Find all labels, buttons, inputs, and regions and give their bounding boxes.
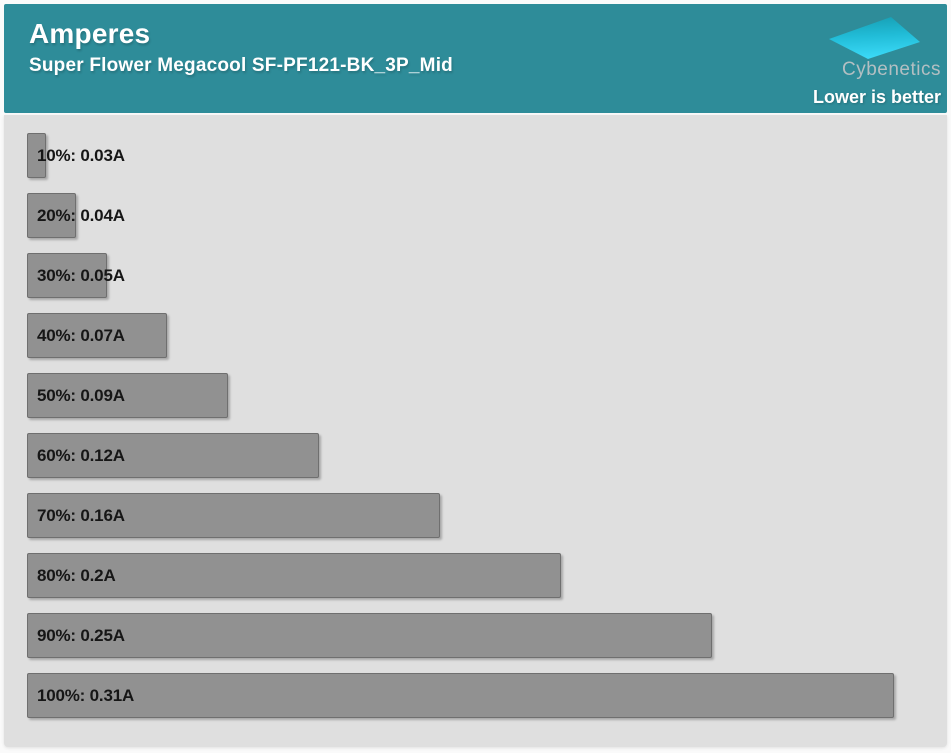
bar xyxy=(27,673,894,718)
bar-row: 40%: 0.07A xyxy=(27,313,947,358)
bar-label: 50%: 0.09A xyxy=(37,386,125,405)
chart-header: Amperes Super Flower Megacool SF-PF121-B… xyxy=(4,4,947,113)
cybenetics-logo-icon xyxy=(829,17,920,59)
bar xyxy=(27,493,440,538)
bar-label: 80%: 0.2A xyxy=(37,566,116,585)
lower-is-better-note: Lower is better xyxy=(812,87,941,107)
page-title: Amperes xyxy=(29,18,151,49)
bar-row: 100%: 0.31A xyxy=(27,673,947,718)
bar-row: 70%: 0.16A xyxy=(27,493,947,538)
bar xyxy=(27,193,76,238)
bar-label: 20%: 0.04A xyxy=(37,206,125,225)
brand-wordmark: Cybenetics xyxy=(842,59,941,80)
bar xyxy=(27,313,167,358)
bar-row: 30%: 0.05A xyxy=(27,253,947,298)
bar xyxy=(27,613,712,658)
bar-row: 90%: 0.25A xyxy=(27,613,947,658)
bar-row: 10%: 0.03A xyxy=(27,133,947,178)
bar-label: 10%: 0.03A xyxy=(37,146,125,165)
bar-row: 60%: 0.12A xyxy=(27,433,947,478)
bar xyxy=(27,373,228,418)
bar-label: 100%: 0.31A xyxy=(37,686,135,705)
bar-chart: 10%: 0.03A 20%: 0.04A 30%: 0.05A 40%: 0.07A… xyxy=(4,115,947,747)
bar-label: 30%: 0.05A xyxy=(37,266,125,285)
chart-subtitle: Super Flower Megacool SF-PF121-BK_3P_Mid xyxy=(29,55,453,77)
bar xyxy=(27,253,107,298)
bar-row: 20%: 0.04A xyxy=(27,193,947,238)
brand-area: Cybenetics Lower is better xyxy=(801,4,941,108)
bar-label: 60%: 0.12A xyxy=(37,446,125,465)
bar-label: 70%: 0.16A xyxy=(37,506,125,525)
bar xyxy=(27,133,46,178)
bar xyxy=(27,553,561,598)
bar-row: 80%: 0.2A xyxy=(27,553,947,598)
bar-label: 40%: 0.07A xyxy=(37,326,125,345)
bar-row: 50%: 0.09A xyxy=(27,373,947,418)
bar xyxy=(27,433,319,478)
bar-label: 90%: 0.25A xyxy=(37,626,125,645)
